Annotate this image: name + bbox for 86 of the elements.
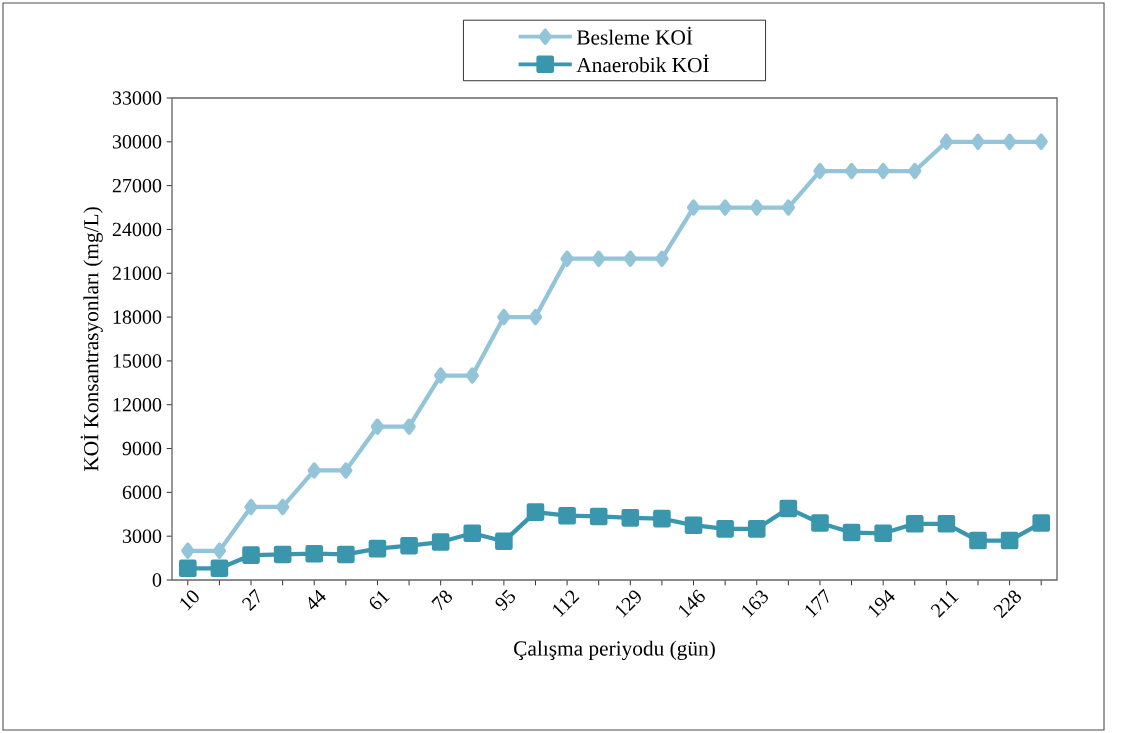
x-tick-label: 27 — [241, 588, 260, 612]
point — [718, 199, 732, 216]
point — [434, 367, 448, 384]
x-tick-label: 129 — [615, 590, 641, 618]
point — [589, 507, 608, 526]
point — [242, 546, 260, 564]
point — [716, 520, 734, 538]
point — [1000, 531, 1019, 550]
y-axis-title: KOİ Konsantrasyonları (mg/L) — [80, 207, 103, 472]
y-tick-label: 24000 — [112, 222, 162, 237]
point — [305, 544, 324, 563]
x-tick-label: 211 — [930, 591, 959, 618]
point — [653, 509, 671, 528]
point — [560, 250, 574, 267]
point — [811, 514, 829, 532]
point — [876, 162, 890, 180]
point — [368, 539, 387, 558]
point — [750, 199, 764, 216]
point — [937, 514, 956, 533]
point — [905, 514, 924, 533]
point — [431, 533, 450, 551]
point — [621, 509, 640, 527]
point — [939, 133, 954, 150]
y-tick-label: 0 — [152, 573, 162, 587]
point — [307, 462, 321, 479]
y-tick-label: 15000 — [113, 354, 162, 368]
point — [1032, 514, 1051, 532]
point — [969, 531, 987, 550]
point — [465, 367, 479, 384]
legend-label: Besleme KOİ — [576, 26, 693, 45]
point — [908, 162, 922, 180]
x-tick-label: 112 — [553, 590, 580, 618]
point — [971, 133, 985, 150]
point — [528, 308, 543, 326]
y-tick-label: 30000 — [112, 135, 162, 149]
y-tick-label: 27000 — [112, 178, 162, 193]
point — [400, 536, 418, 555]
point — [684, 516, 703, 535]
x-tick-label: 10 — [180, 590, 199, 611]
x-tick-label: 78 — [431, 590, 453, 611]
point — [463, 524, 482, 543]
y-tick-label: 3000 — [122, 529, 162, 543]
point — [592, 250, 606, 267]
x-tick-label: 44 — [308, 589, 326, 610]
y-tick-label: 18000 — [113, 310, 162, 324]
point — [779, 499, 798, 518]
point — [212, 542, 227, 559]
point — [1002, 133, 1017, 150]
y-tick-label: 12000 — [113, 397, 162, 412]
legend-label: Anaerobik KOİ — [576, 54, 709, 73]
x-tick-label: 95 — [495, 589, 516, 611]
point — [747, 520, 766, 538]
point — [210, 559, 229, 578]
point — [495, 532, 513, 551]
point — [179, 559, 197, 578]
x-tick-label: 61 — [369, 591, 390, 610]
point — [623, 250, 637, 267]
point — [655, 250, 669, 267]
x-tick-label: 177 — [805, 588, 829, 618]
point — [337, 545, 355, 564]
x-tick-label: 228 — [993, 590, 1021, 619]
point — [181, 542, 195, 559]
y-tick-label: 21000 — [112, 266, 162, 281]
point — [370, 418, 385, 435]
y-tick-label: 9000 — [122, 441, 162, 456]
point — [844, 162, 859, 180]
point — [813, 162, 827, 180]
point — [275, 498, 290, 516]
x-tick-label: 146 — [678, 589, 705, 618]
point — [273, 545, 292, 564]
y-tick-label: 6000 — [122, 485, 162, 500]
x-tick-label: 163 — [742, 590, 768, 618]
point — [686, 199, 701, 216]
point — [497, 308, 511, 326]
point — [781, 199, 795, 216]
x-tick-label: 194 — [868, 589, 895, 618]
point — [526, 503, 545, 521]
point — [558, 506, 576, 525]
x-axis-title: Çalışma periyodu (gün) — [514, 640, 715, 661]
point — [842, 523, 861, 542]
point — [1034, 133, 1048, 150]
point — [244, 498, 258, 516]
point — [402, 418, 416, 435]
y-tick-label: 33000 — [112, 91, 162, 105]
point — [874, 524, 892, 543]
point — [339, 462, 353, 479]
